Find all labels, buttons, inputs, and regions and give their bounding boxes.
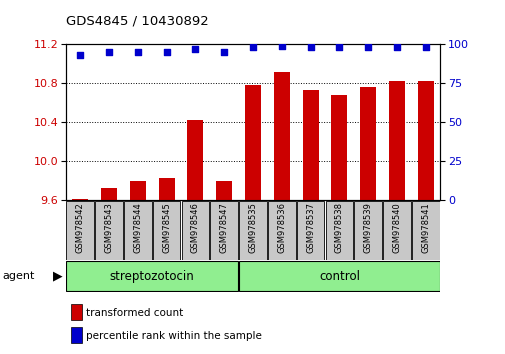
Text: GSM978538: GSM978538 xyxy=(334,202,343,253)
Bar xyxy=(101,188,117,200)
Bar xyxy=(360,87,375,200)
FancyBboxPatch shape xyxy=(268,201,295,259)
Text: GDS4845 / 10430892: GDS4845 / 10430892 xyxy=(66,14,208,27)
Point xyxy=(220,49,228,55)
FancyBboxPatch shape xyxy=(296,201,324,259)
Text: GSM978539: GSM978539 xyxy=(363,202,372,253)
Bar xyxy=(216,181,232,200)
Point xyxy=(191,46,199,52)
Bar xyxy=(417,81,433,200)
Text: transformed count: transformed count xyxy=(86,308,183,318)
FancyBboxPatch shape xyxy=(325,201,352,259)
FancyBboxPatch shape xyxy=(239,201,266,259)
Point xyxy=(105,49,113,55)
Point xyxy=(364,45,372,50)
Text: GSM978542: GSM978542 xyxy=(76,202,84,252)
Bar xyxy=(388,81,404,200)
FancyBboxPatch shape xyxy=(239,262,439,291)
Text: GSM978536: GSM978536 xyxy=(277,202,286,253)
Text: GSM978537: GSM978537 xyxy=(306,202,315,253)
Text: GSM978544: GSM978544 xyxy=(133,202,142,252)
Bar xyxy=(331,95,346,200)
FancyBboxPatch shape xyxy=(354,201,381,259)
FancyBboxPatch shape xyxy=(411,201,439,259)
Point xyxy=(306,45,314,50)
Point xyxy=(133,49,141,55)
Text: control: control xyxy=(318,270,359,282)
Point xyxy=(335,45,343,50)
FancyBboxPatch shape xyxy=(66,201,94,259)
Text: GSM978541: GSM978541 xyxy=(421,202,429,252)
Bar xyxy=(302,90,318,200)
Point xyxy=(277,43,285,48)
FancyBboxPatch shape xyxy=(66,262,237,291)
FancyBboxPatch shape xyxy=(181,201,209,259)
FancyBboxPatch shape xyxy=(210,201,237,259)
Text: ▶: ▶ xyxy=(53,270,63,282)
Text: GSM978545: GSM978545 xyxy=(162,202,171,252)
Bar xyxy=(244,85,261,200)
Bar xyxy=(273,72,289,200)
Point xyxy=(162,49,170,55)
Point xyxy=(392,45,400,50)
FancyBboxPatch shape xyxy=(124,201,152,259)
Text: GSM978535: GSM978535 xyxy=(248,202,257,253)
Text: GSM978546: GSM978546 xyxy=(190,202,199,253)
Point xyxy=(76,52,84,58)
Bar xyxy=(130,181,145,200)
Text: percentile rank within the sample: percentile rank within the sample xyxy=(86,331,262,341)
Text: GSM978547: GSM978547 xyxy=(219,202,228,253)
Text: streptozotocin: streptozotocin xyxy=(110,270,194,282)
Text: agent: agent xyxy=(3,271,35,281)
FancyBboxPatch shape xyxy=(153,201,180,259)
Bar xyxy=(72,199,88,200)
Point xyxy=(421,45,429,50)
FancyBboxPatch shape xyxy=(95,201,123,259)
Point xyxy=(248,45,257,50)
Text: GSM978540: GSM978540 xyxy=(392,202,401,252)
Bar xyxy=(187,120,203,200)
FancyBboxPatch shape xyxy=(382,201,410,259)
Text: GSM978543: GSM978543 xyxy=(104,202,113,253)
Bar xyxy=(159,178,174,200)
